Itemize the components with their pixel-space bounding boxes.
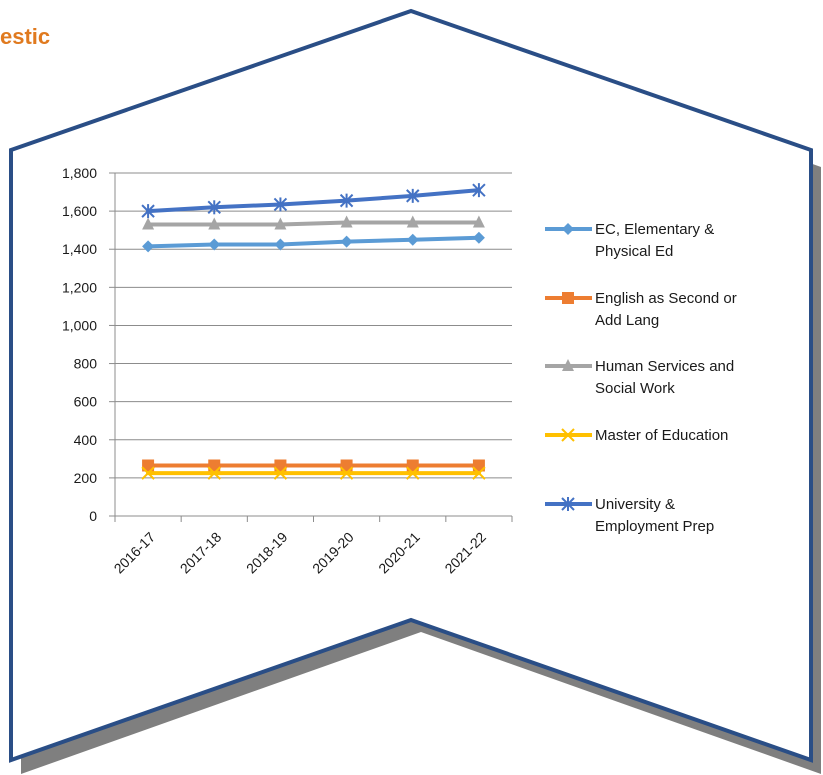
- legend-swatch-marker: [561, 497, 575, 511]
- data-point: [472, 183, 486, 198]
- x-tick-label: 2020-21: [375, 529, 423, 577]
- legend: EC, Elementary & Physical Ed English as Se…: [545, 221, 737, 535]
- legend-item: Master of Education: [545, 427, 728, 444]
- gridlines: [115, 172, 512, 479]
- data-point: [472, 459, 485, 472]
- legend-item: Human Services and Social Work: [545, 358, 734, 397]
- data-point: [207, 200, 221, 215]
- y-tick-label: 1,400: [62, 241, 97, 257]
- series-line: [146, 235, 481, 249]
- data-point: [208, 238, 221, 251]
- y-tick-label: 1,600: [62, 203, 97, 219]
- legend-swatch-marker: [562, 359, 574, 371]
- data-point: [406, 466, 420, 480]
- y-tick-label: 400: [74, 432, 98, 448]
- y-tick-label: 1,000: [62, 317, 97, 333]
- legend-label: Physical Ed: [595, 243, 673, 260]
- data-point: [141, 466, 155, 480]
- data-point: [472, 215, 485, 228]
- data-point: [339, 466, 354, 480]
- y-tick-labels: 0 200 400 600 800 1,000 1,200 1,400 1,600 1,800: [62, 165, 97, 524]
- data-point: [339, 193, 354, 208]
- legend-label: English as Second or: [595, 290, 737, 307]
- series-2: [142, 215, 485, 230]
- data-point: [406, 233, 419, 246]
- data-point: [406, 459, 419, 472]
- legend-label: Human Services and: [595, 358, 734, 375]
- data-point: [274, 217, 287, 230]
- data-point: [142, 240, 155, 253]
- data-point: [273, 466, 288, 480]
- y-tick-label: 200: [74, 470, 98, 486]
- data-point: [340, 215, 353, 228]
- data-point: [274, 238, 287, 251]
- legend-swatch-marker: [562, 292, 574, 304]
- data-point: [142, 217, 155, 230]
- series-line: [146, 188, 481, 214]
- series-4: [141, 183, 486, 219]
- legend-item: English as Second or Add Lang: [545, 290, 737, 329]
- legend-swatch-marker: [561, 428, 575, 442]
- y-tick-label: 1,800: [62, 165, 97, 181]
- x-tick-label: 2019-20: [309, 529, 357, 577]
- data-point: [208, 459, 221, 472]
- series-3: [141, 466, 486, 480]
- frame-border: [9, 8, 813, 763]
- data-point: [208, 217, 221, 230]
- data-point: [472, 466, 486, 480]
- y-tick-label: 0: [89, 508, 97, 524]
- y-tick-label: 800: [74, 356, 98, 372]
- y-tick-label: 600: [74, 394, 98, 410]
- legend-label: Employment Prep: [595, 518, 714, 535]
- data-point: [274, 459, 287, 472]
- legend-label: Social Work: [595, 380, 675, 397]
- data-point: [340, 459, 353, 472]
- data-point: [472, 231, 485, 244]
- y-tick-label: 1,200: [62, 279, 97, 295]
- series-line: [146, 220, 481, 227]
- x-tick-label: 2018-19: [243, 529, 291, 577]
- legend-label: University &: [595, 496, 675, 513]
- legend-item: University & Employment Prep: [545, 496, 714, 535]
- data-point: [141, 204, 155, 219]
- page-title: estic: [0, 24, 51, 49]
- data-point: [406, 188, 420, 203]
- x-tick-label: 2017-18: [177, 529, 225, 577]
- series-0: [142, 231, 485, 253]
- series-lines: [141, 183, 486, 480]
- legend-item: EC, Elementary & Physical Ed: [545, 221, 714, 260]
- legend-label: Master of Education: [595, 427, 728, 444]
- axes: [109, 172, 513, 522]
- data-point: [340, 235, 353, 248]
- data-point: [406, 215, 419, 228]
- legend-swatch-marker: [562, 223, 574, 235]
- data-point: [207, 466, 221, 480]
- data-point: [142, 459, 155, 472]
- x-tick-label: 2021-22: [441, 529, 489, 577]
- series-1: [142, 459, 485, 472]
- legend-label: EC, Elementary &: [595, 221, 714, 238]
- x-tick-label: 2016-17: [111, 529, 159, 577]
- legend-label: Add Lang: [595, 312, 659, 329]
- data-point: [273, 197, 288, 212]
- x-tick-labels: 2016-17 2017-18 2018-19 2019-20 2020-21 2021-…: [111, 529, 490, 577]
